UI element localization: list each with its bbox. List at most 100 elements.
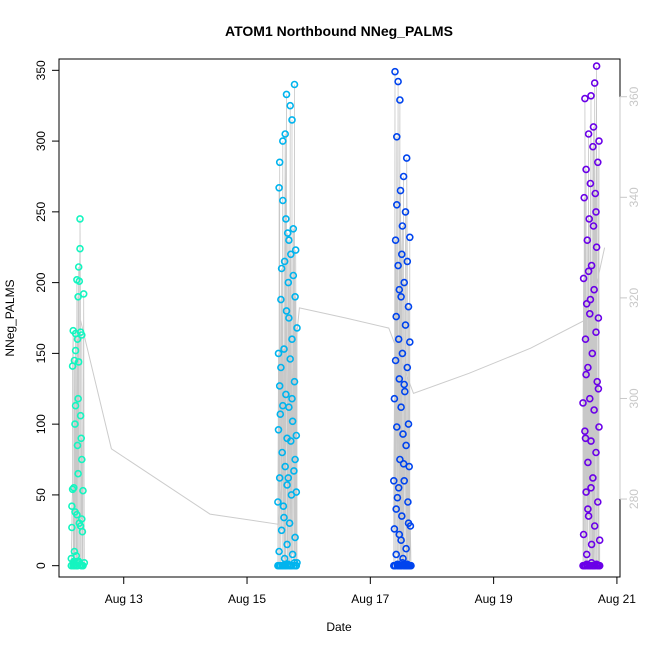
series-1-point xyxy=(75,277,84,286)
series-2-point xyxy=(293,324,301,332)
series-2-point xyxy=(291,533,299,542)
series-2-point xyxy=(288,116,296,124)
series-2-point xyxy=(282,307,291,315)
series-2-point xyxy=(282,90,291,99)
series-2-point xyxy=(277,363,285,372)
series-4-point xyxy=(592,328,600,337)
series-3-point xyxy=(400,476,409,485)
series-2-point xyxy=(282,215,290,223)
series-4-point xyxy=(589,474,597,482)
series-3-point xyxy=(402,561,410,570)
series-3-point xyxy=(398,222,407,230)
series-2-point xyxy=(275,184,283,192)
series-3-point xyxy=(404,420,413,428)
series-2-point xyxy=(275,382,284,390)
series-4-point xyxy=(585,215,594,223)
series-2-point xyxy=(278,196,287,205)
x-tick-label: Aug 17 xyxy=(351,592,389,606)
series-2-point xyxy=(286,437,295,445)
series-4-point xyxy=(595,423,603,431)
series-4-point xyxy=(593,377,602,386)
series-4-point xyxy=(585,394,594,403)
series-1-point xyxy=(68,523,76,532)
series-2-point xyxy=(279,502,288,511)
series-3-point xyxy=(404,498,412,506)
series-3-point xyxy=(399,172,408,181)
series-3-point xyxy=(392,423,401,431)
series-1-point xyxy=(73,441,82,450)
series-4-point xyxy=(589,123,598,131)
series-2-point xyxy=(280,345,288,353)
series-4-point xyxy=(586,295,595,304)
series-3-point xyxy=(397,512,406,520)
series-2-point xyxy=(288,550,297,559)
series-2-point xyxy=(280,513,288,522)
series-3-point xyxy=(389,476,398,485)
series-2-point xyxy=(286,101,295,110)
series-3-point xyxy=(394,335,403,344)
series-1-point xyxy=(71,420,79,428)
series-2-point xyxy=(291,246,300,254)
series-3-point xyxy=(394,77,402,86)
series-4-point xyxy=(579,274,588,283)
series-4-point xyxy=(582,488,590,496)
series-3-point xyxy=(398,349,407,358)
series-2-point xyxy=(283,540,291,549)
series-2-point xyxy=(283,229,292,237)
series-3-point xyxy=(392,201,401,209)
series-3-point xyxy=(403,257,412,266)
series-1-point xyxy=(70,356,79,365)
series-4-point xyxy=(592,62,601,70)
series-4-point xyxy=(579,530,588,539)
y-axis-label: NNeg_PALMS xyxy=(3,279,17,356)
series-3-point xyxy=(390,394,399,403)
series-3-point xyxy=(400,380,409,389)
series-2-point xyxy=(284,278,293,287)
series-3-point xyxy=(397,403,405,412)
series-1-point xyxy=(80,558,89,567)
series-2-point xyxy=(275,547,283,556)
series-4-point xyxy=(585,309,594,318)
series-1-point xyxy=(78,331,86,339)
series-4-point xyxy=(587,540,596,549)
series-1-point xyxy=(78,455,86,464)
series-1-point xyxy=(73,561,81,570)
series-3-point xyxy=(404,519,413,528)
series-1-point xyxy=(78,515,86,523)
series-4-point xyxy=(582,299,591,308)
series-3-point xyxy=(402,441,410,450)
series-2-point xyxy=(285,314,293,322)
series-4-point xyxy=(583,236,592,244)
series-1-point xyxy=(73,335,82,344)
series-2-point xyxy=(277,264,286,273)
series-3-point xyxy=(390,525,399,533)
series-1-point xyxy=(74,358,83,366)
y2-tick-label: 320 xyxy=(627,288,641,308)
series-3-point xyxy=(401,321,410,329)
series-4-point xyxy=(590,285,598,294)
series-3-point xyxy=(399,554,407,563)
series-1-point xyxy=(76,244,84,253)
series-2-point xyxy=(292,488,301,496)
series-2-point xyxy=(274,498,282,506)
series-3-point xyxy=(393,493,402,502)
series-2-point xyxy=(277,295,285,304)
series-1-point xyxy=(71,401,80,410)
series-4-point xyxy=(581,427,589,436)
series-2-point xyxy=(290,80,299,89)
series-3-point xyxy=(396,455,404,464)
series-3-trace xyxy=(393,71,412,567)
series-3-point xyxy=(405,561,414,570)
series-3-point xyxy=(405,462,414,471)
series-3-point xyxy=(392,133,401,141)
series-4-point xyxy=(589,222,598,230)
series-3-point xyxy=(401,208,410,216)
y-tick-label: 100 xyxy=(34,414,48,434)
series-1-point xyxy=(77,434,85,443)
series-4-point xyxy=(587,261,596,270)
series-4-point xyxy=(582,370,590,379)
series-2-point xyxy=(276,410,285,419)
series-2-point xyxy=(278,448,287,457)
series-3-point xyxy=(402,154,411,162)
